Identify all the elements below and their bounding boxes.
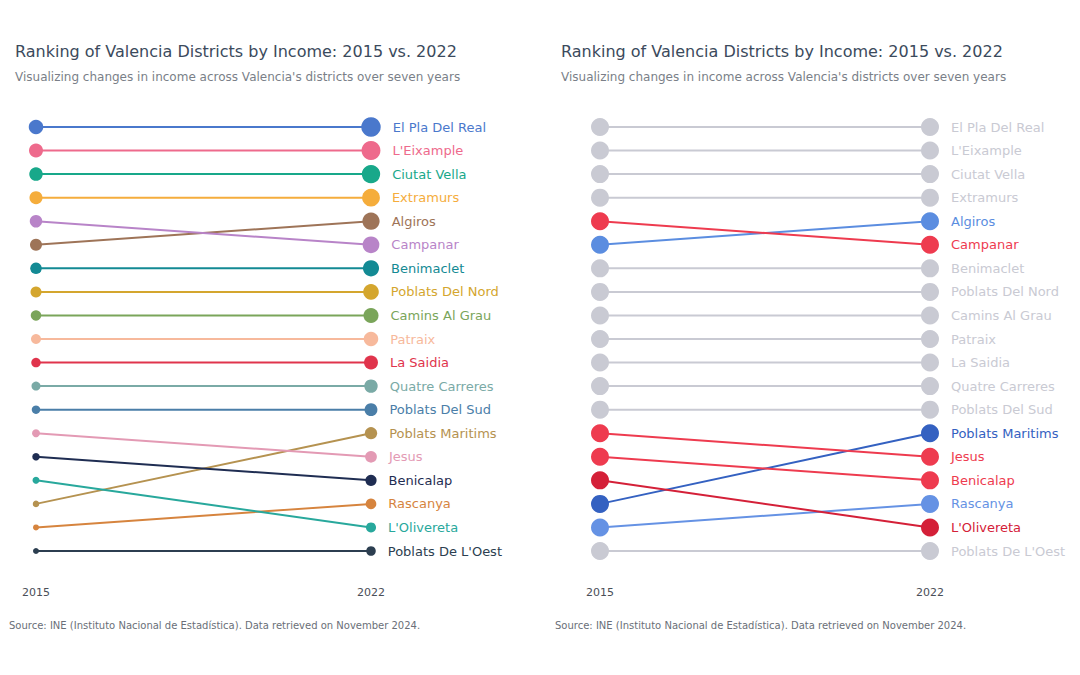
svg-text:L'Olivereta: L'Olivereta: [388, 520, 458, 535]
svg-text:Poblats De L'Oest: Poblats De L'Oest: [388, 544, 502, 559]
svg-text:Algiros: Algiros: [951, 214, 995, 229]
svg-text:El Pla Del Real: El Pla Del Real: [393, 120, 486, 135]
svg-text:Poblats Maritims: Poblats Maritims: [389, 426, 497, 441]
svg-text:Visualizing changes in income: Visualizing changes in income across Val…: [15, 70, 460, 84]
svg-text:L'Eixample: L'Eixample: [951, 143, 1022, 158]
svg-text:Camins Al Grau: Camins Al Grau: [391, 308, 492, 323]
svg-text:Poblats Maritims: Poblats Maritims: [951, 426, 1059, 441]
svg-text:Benimaclet: Benimaclet: [951, 261, 1024, 276]
svg-text:2022: 2022: [357, 586, 385, 599]
svg-text:Benimaclet: Benimaclet: [391, 261, 464, 276]
svg-text:Ciutat Vella: Ciutat Vella: [392, 167, 466, 182]
svg-text:Poblats Del Sud: Poblats Del Sud: [389, 402, 491, 417]
svg-text:Jesus: Jesus: [388, 449, 423, 464]
svg-text:Source: INE (Instituto Naciona: Source: INE (Instituto Nacional de Estad…: [555, 620, 966, 631]
svg-text:Campanar: Campanar: [391, 237, 459, 252]
svg-text:Jesus: Jesus: [950, 449, 985, 464]
svg-text:Rascanya: Rascanya: [951, 496, 1014, 511]
svg-text:La Saidia: La Saidia: [951, 355, 1010, 370]
svg-text:Ranking of Valencia Districts: Ranking of Valencia Districts by Income:…: [15, 42, 457, 61]
svg-text:L'Olivereta: L'Olivereta: [951, 520, 1021, 535]
svg-text:2015: 2015: [22, 586, 50, 599]
svg-text:Algiros: Algiros: [392, 214, 436, 229]
svg-text:Patraix: Patraix: [951, 332, 996, 347]
svg-text:Camins Al Grau: Camins Al Grau: [951, 308, 1052, 323]
svg-text:Source: INE (Instituto Naciona: Source: INE (Instituto Nacional de Estad…: [9, 620, 420, 631]
svg-text:L'Eixample: L'Eixample: [392, 143, 463, 158]
svg-text:2022: 2022: [916, 586, 944, 599]
svg-text:Rascanya: Rascanya: [388, 496, 451, 511]
svg-text:Visualizing changes in income: Visualizing changes in income across Val…: [561, 70, 1006, 84]
svg-text:Benicalap: Benicalap: [389, 473, 453, 488]
svg-text:Poblats Del Nord: Poblats Del Nord: [951, 284, 1059, 299]
svg-text:Poblats Del Sud: Poblats Del Sud: [951, 402, 1053, 417]
svg-text:Extramurs: Extramurs: [951, 190, 1019, 205]
svg-text:Poblats Del Nord: Poblats Del Nord: [391, 284, 499, 299]
svg-text:Ciutat Vella: Ciutat Vella: [951, 167, 1025, 182]
svg-text:Extramurs: Extramurs: [392, 190, 460, 205]
svg-text:Poblats De L'Oest: Poblats De L'Oest: [951, 544, 1065, 559]
svg-text:Patraix: Patraix: [390, 332, 435, 347]
svg-text:Benicalap: Benicalap: [951, 473, 1015, 488]
svg-text:2015: 2015: [586, 586, 614, 599]
svg-text:El Pla Del Real: El Pla Del Real: [951, 120, 1044, 135]
svg-text:Campanar: Campanar: [951, 237, 1019, 252]
svg-text:Quatre Carreres: Quatre Carreres: [951, 379, 1055, 394]
svg-text:Ranking of Valencia Districts: Ranking of Valencia Districts by Income:…: [561, 42, 1003, 61]
svg-text:La Saidia: La Saidia: [390, 355, 449, 370]
svg-text:Quatre Carreres: Quatre Carreres: [390, 379, 494, 394]
